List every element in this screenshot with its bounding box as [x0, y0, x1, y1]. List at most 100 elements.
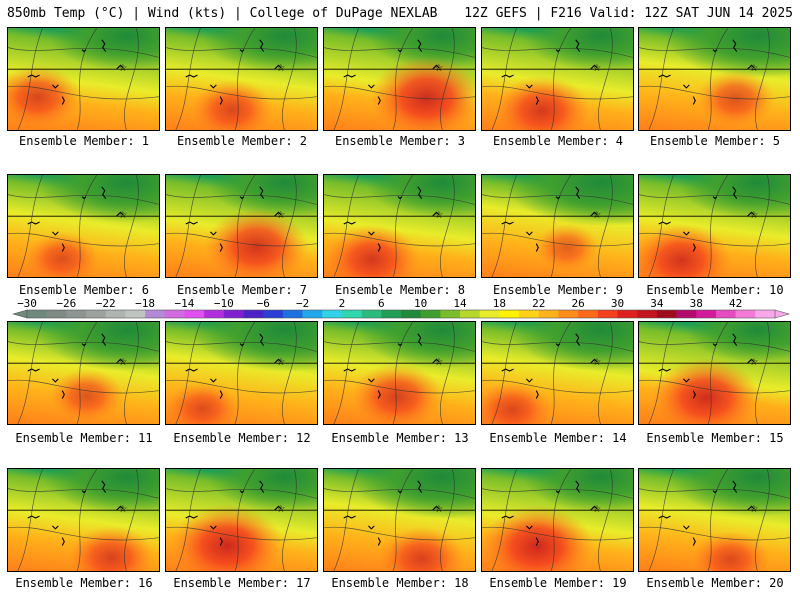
colorbar-swatch [578, 310, 599, 318]
svg-text:☆: ☆ [435, 210, 444, 221]
colorbar-tick-label: 14 [453, 297, 467, 310]
ensemble-member-map: ☆ [323, 468, 476, 572]
colorbar-high-arrow [774, 309, 791, 319]
ensemble-member-label: Ensemble Member: 18 [331, 576, 469, 590]
ensemble-member-map: ☆ [7, 27, 160, 131]
svg-text:☆: ☆ [277, 63, 286, 74]
ensemble-member-label: Ensemble Member: 8 [334, 283, 466, 297]
temperature-field: ☆ [639, 175, 790, 277]
colorbar-swatch [46, 310, 67, 318]
ensemble-member-map: ☆ [481, 174, 634, 278]
colorbar-swatch [401, 310, 421, 318]
svg-text:☆: ☆ [750, 504, 759, 515]
ensemble-member-map: ☆ [165, 321, 318, 425]
colorbar-tick-label: −14 [175, 297, 195, 310]
ensemble-member-label: Ensemble Member: 14 [489, 431, 627, 445]
colorbar-tick-label: −30 [17, 297, 37, 310]
warm-core [639, 224, 732, 277]
colorbar-tick-label: 34 [650, 297, 664, 310]
ensemble-member-map: ☆ [7, 468, 160, 572]
colorbar-tick-label: 30 [611, 297, 624, 310]
temperature-field: ☆ [8, 322, 159, 424]
ensemble-member-label: Ensemble Member: 10 [646, 283, 784, 297]
svg-text:☆: ☆ [593, 63, 602, 74]
colorbar-swatch [656, 310, 677, 318]
warm-core [68, 525, 156, 571]
ensemble-member-map: ☆ [323, 27, 476, 131]
colorbar-swatch [145, 310, 166, 318]
ensemble-member-map: ☆ [481, 321, 634, 425]
warm-core [8, 65, 82, 129]
ensemble-member-map: ☆ [638, 321, 791, 425]
ensemble-member-map: ☆ [481, 468, 634, 572]
svg-text:☆: ☆ [435, 357, 444, 368]
svg-text:☆: ☆ [750, 63, 759, 74]
svg-text:☆: ☆ [119, 63, 128, 74]
ensemble-member-label: Ensemble Member: 4 [492, 134, 624, 148]
temperature-field: ☆ [166, 28, 317, 130]
colorbar-swatch [597, 310, 618, 318]
colorbar-swatch [223, 310, 244, 318]
ensemble-member-map: ☆ [7, 321, 160, 425]
colorbar-swatch [105, 310, 126, 318]
colorbar-swatch [243, 310, 264, 318]
colorbar-swatch [86, 310, 107, 318]
colorbar-swatch [27, 310, 47, 318]
temperature-field: ☆ [8, 28, 159, 130]
model-valid-time: 12Z GEFS | F216 Valid: 12Z SAT JUN 14 20… [464, 6, 793, 21]
svg-text:☆: ☆ [750, 210, 759, 221]
colorbar-swatch [440, 310, 461, 318]
ensemble-member-map: ☆ [638, 27, 791, 131]
colorbar-tick-label: −18 [135, 297, 155, 310]
svg-text:☆: ☆ [119, 504, 128, 515]
warm-core [378, 526, 466, 571]
ensemble-member-map: ☆ [165, 174, 318, 278]
temperature-field: ☆ [324, 175, 475, 277]
svg-text:☆: ☆ [750, 357, 759, 368]
colorbar-swatch [637, 310, 658, 318]
colorbar-tick-label: −10 [214, 297, 234, 310]
ensemble-member-label: Ensemble Member: 5 [649, 134, 781, 148]
ensemble-member-map: ☆ [481, 27, 634, 131]
colorbar-swatch [66, 310, 87, 318]
colorbar-swatch [263, 310, 284, 318]
colorbar-tick-label: −22 [96, 297, 116, 310]
warm-core [651, 358, 761, 424]
colorbar-low-arrow [11, 309, 28, 319]
colorbar-swatch [617, 310, 638, 318]
colorbar-tick-label: 22 [532, 297, 545, 310]
svg-text:☆: ☆ [593, 210, 602, 221]
warm-core [534, 224, 600, 272]
colorbar-tick-label: 18 [493, 297, 506, 310]
ensemble-member-label: Ensemble Member: 6 [18, 283, 150, 297]
colorbar-swatch [696, 310, 717, 318]
colorbar-swatch [538, 310, 559, 318]
svg-text:☆: ☆ [119, 210, 128, 221]
temperature-field: ☆ [166, 175, 317, 277]
colorbar-tick-label: −6 [257, 297, 270, 310]
ensemble-member-label: Ensemble Member: 9 [492, 283, 624, 297]
temperature-field: ☆ [324, 469, 475, 571]
colorbar-swatch [715, 310, 736, 318]
ensemble-member-map: ☆ [323, 321, 476, 425]
ensemble-member-label: Ensemble Member: 11 [15, 431, 153, 445]
colorbar-swatch [558, 310, 579, 318]
temperature-field: ☆ [166, 322, 317, 424]
warm-core [482, 381, 552, 424]
svg-text:☆: ☆ [277, 210, 286, 221]
temperature-field: ☆ [482, 28, 633, 130]
colorbar-swatch [282, 310, 303, 318]
colorbar-swatch [125, 310, 146, 318]
temperature-field: ☆ [639, 322, 790, 424]
warm-core [324, 224, 421, 277]
warm-core [50, 368, 124, 423]
ensemble-member-label: Ensemble Member: 1 [18, 134, 150, 148]
temperature-field: ☆ [8, 469, 159, 571]
warm-core [494, 75, 590, 130]
ensemble-member-label: Ensemble Member: 7 [176, 283, 308, 297]
colorbar-swatch [302, 310, 323, 318]
ensemble-member-label: Ensemble Member: 2 [176, 134, 308, 148]
ensemble-member-map: ☆ [165, 468, 318, 572]
colorbar-tick-label: 38 [690, 297, 703, 310]
temperature-field: ☆ [166, 469, 317, 571]
